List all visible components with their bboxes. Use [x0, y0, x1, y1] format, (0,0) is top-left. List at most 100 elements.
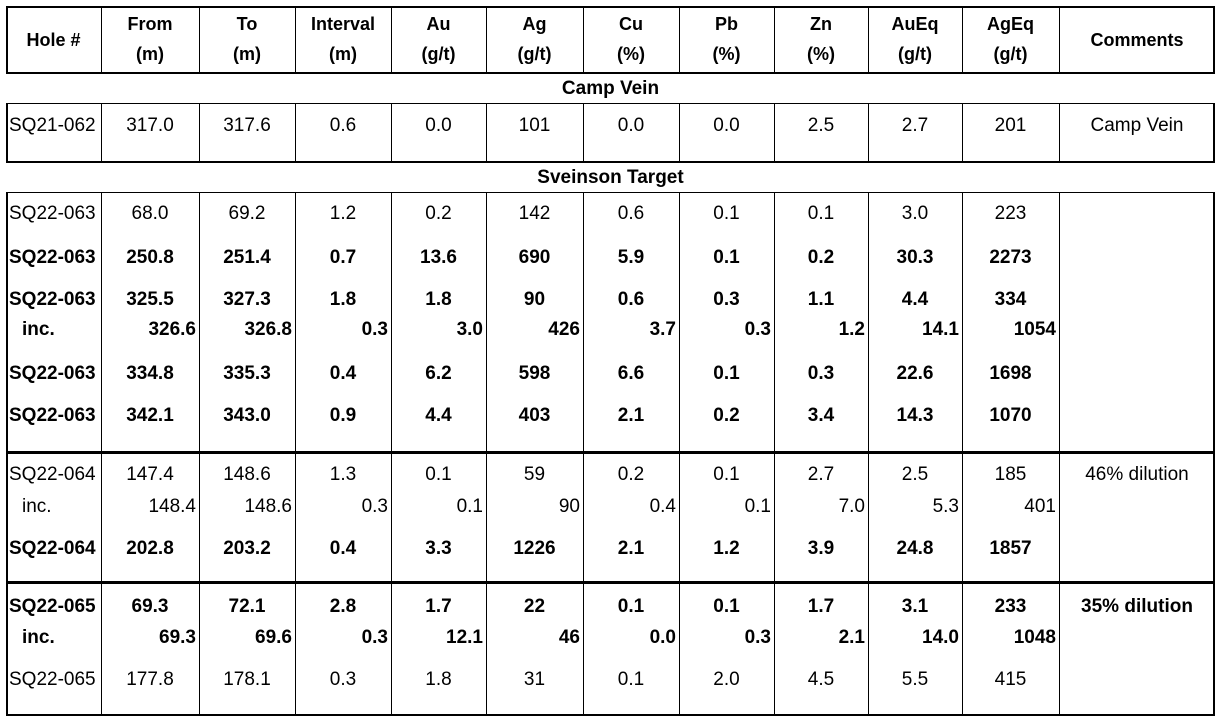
header-line: (g/t) [421, 44, 456, 64]
value-cell: 0.1 [713, 596, 740, 617]
hole-id-cell: inc. [22, 319, 55, 340]
value-cell: 46 [558, 627, 580, 648]
value-cell: 13.6 [420, 247, 457, 268]
row-divider [6, 72, 1215, 74]
value-cell: 3.1 [901, 596, 929, 617]
value-cell: 203.2 [223, 538, 271, 559]
column-divider [486, 6, 487, 716]
value-cell: 24.8 [896, 538, 934, 559]
header-line: AgEq [987, 14, 1034, 34]
column-header: Zn (%) [774, 9, 868, 69]
value-cell: 0.2 [425, 203, 452, 224]
value-cell: 2273 [989, 247, 1032, 268]
value-cell: 14.0 [922, 627, 959, 648]
value-cell: 68.0 [131, 203, 169, 224]
hole-id-cell: SQ22-063 [9, 363, 96, 384]
hole-id-cell: SQ22-063 [9, 203, 96, 224]
value-cell: 1.7 [807, 596, 835, 617]
header-line: Au [426, 14, 451, 34]
value-cell: 69.3 [131, 596, 169, 617]
value-cell: 201 [994, 115, 1027, 136]
value-cell: 0.2 [807, 247, 835, 268]
value-cell: 403 [518, 405, 551, 426]
column-header: Pb (%) [679, 9, 774, 69]
value-cell: 0.3 [713, 289, 740, 310]
column-header: Au (g/t) [391, 9, 486, 69]
value-cell: 0.0 [617, 115, 645, 136]
row-divider [6, 453, 1215, 454]
section-sveinson-target: Sveinson Target [6, 163, 1215, 192]
value-cell: 2.1 [617, 405, 645, 426]
value-cell: 251.4 [223, 247, 271, 268]
value-cell: 1.2 [329, 203, 357, 224]
value-cell: 2.0 [713, 669, 740, 690]
value-cell: 59 [523, 464, 546, 485]
value-cell: 7.0 [838, 496, 865, 517]
value-cell: 0.7 [329, 247, 357, 268]
value-cell: 22 [523, 596, 546, 617]
value-cell: 317.0 [126, 115, 174, 136]
value-cell: 0.1 [744, 496, 771, 517]
hole-id-cell: SQ22-063 [9, 247, 96, 268]
hole-id-cell: SQ22-064 [9, 538, 96, 559]
value-cell: 0.0 [425, 115, 452, 136]
value-cell: 148.4 [148, 496, 196, 517]
value-cell: 0.3 [329, 669, 357, 690]
value-cell: 0.1 [713, 363, 740, 384]
value-cell: 343.0 [223, 405, 271, 426]
value-cell: 14.1 [922, 319, 959, 340]
value-cell: 334.8 [126, 363, 174, 384]
column-divider [295, 6, 296, 716]
value-cell: 0.3 [744, 319, 771, 340]
value-cell: 142 [518, 203, 551, 224]
header-line: (m) [329, 44, 357, 64]
value-cell: 1.8 [329, 289, 357, 310]
row-divider [6, 583, 1215, 584]
value-cell: 6.6 [617, 363, 645, 384]
section-camp-vein: Camp Vein [6, 74, 1215, 103]
column-divider [199, 6, 200, 716]
value-cell: 1698 [989, 363, 1032, 384]
column-divider [391, 6, 392, 716]
value-cell: 0.4 [329, 363, 357, 384]
value-cell: 0.1 [713, 203, 740, 224]
column-header: Ag (g/t) [486, 9, 583, 69]
value-cell: 233 [994, 596, 1027, 617]
value-cell: 335.3 [223, 363, 271, 384]
value-cell: 342.1 [126, 405, 174, 426]
column-divider [679, 6, 680, 716]
value-cell: 598 [518, 363, 551, 384]
row-divider [6, 103, 1215, 104]
hole-id-cell: SQ21-062 [9, 115, 96, 136]
value-cell: 223 [994, 203, 1027, 224]
header-line: (g/t) [517, 44, 552, 64]
value-cell: 0.4 [649, 496, 676, 517]
value-cell: 0.2 [617, 464, 645, 485]
value-cell: 177.8 [126, 669, 174, 690]
value-cell: 415 [994, 669, 1027, 690]
column-divider [962, 6, 963, 716]
value-cell: 101 [518, 115, 551, 136]
value-cell: 0.0 [713, 115, 740, 136]
value-cell: 1857 [989, 538, 1032, 559]
value-cell: 0.4 [329, 538, 357, 559]
section-label: Camp Vein [561, 77, 660, 99]
hole-id-cell: SQ22-065 [9, 596, 96, 617]
value-cell: 0.6 [329, 115, 357, 136]
column-header: Comments [1059, 25, 1215, 55]
column-divider [1059, 6, 1060, 716]
value-cell: 2.5 [807, 115, 835, 136]
value-cell: 22.6 [896, 363, 934, 384]
value-cell: 0.2 [713, 405, 740, 426]
value-cell: 72.1 [228, 596, 266, 617]
row-divider [6, 192, 1215, 193]
value-cell: 0.3 [361, 319, 388, 340]
hole-id-cell: SQ22-063 [9, 405, 96, 426]
value-cell: 90 [558, 496, 580, 517]
comment-cell: Camp Vein [1090, 115, 1184, 136]
header-line: Zn [810, 14, 832, 34]
value-cell: 0.3 [744, 627, 771, 648]
drill-results-table: Camp Vein Sveinson Target Hole # From (m) T… [6, 6, 1215, 716]
value-cell: 0.6 [617, 289, 645, 310]
value-cell: 0.1 [456, 496, 483, 517]
